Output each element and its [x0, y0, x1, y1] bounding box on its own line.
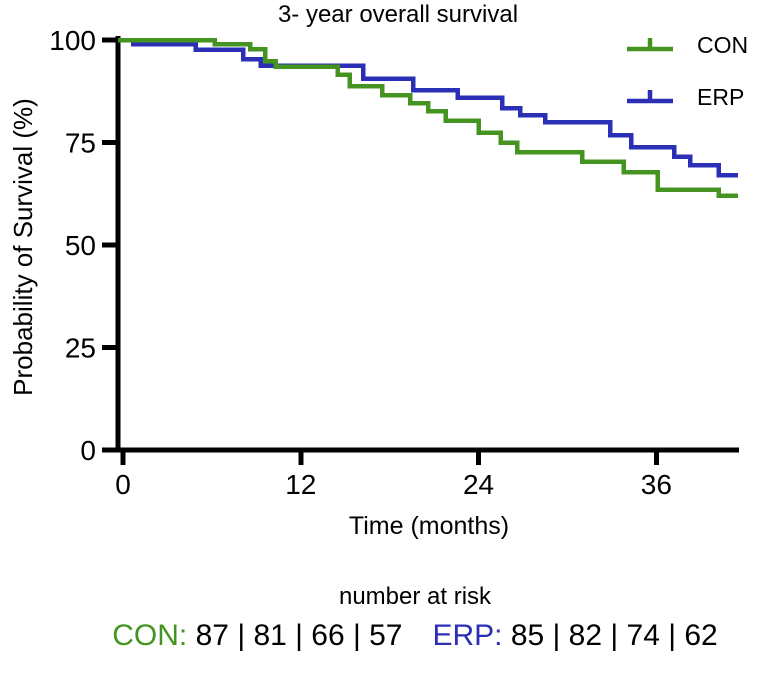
con-line-tick-icon	[627, 38, 673, 52]
chart-title: 3- year overall survival	[277, 1, 519, 28]
risk-table-heading: number at risk	[338, 583, 492, 610]
erp-survival-curve	[118, 37, 738, 178]
risk-group-erp: ERP: 85 | 82 | 74 | 62	[432, 619, 717, 652]
risk-table-row: CON: 87 | 81 | 66 | 57 ERP: 85 | 82 | 74 …	[95, 619, 735, 653]
risk-values: 85 | 82 | 74 | 62	[510, 619, 718, 652]
con-survival-curve	[118, 37, 738, 199]
legend-item-con: CON	[627, 26, 748, 64]
risk-label: CON:	[112, 619, 196, 652]
y-tick-label: 0	[80, 435, 96, 466]
y-tick-label: 100	[49, 25, 96, 56]
y-tick-label: 75	[65, 128, 96, 159]
x-tick-label: 36	[641, 469, 672, 500]
survival-plot-canvas: 0 25 50 75 100 0 12 24 36	[49, 25, 739, 500]
risk-group-con: CON: 87 | 81 | 66 | 57	[112, 619, 402, 652]
y-tick-label: 50	[65, 230, 96, 261]
y-tick-label: 25	[65, 333, 96, 364]
x-tick-label: 0	[115, 469, 131, 500]
legend: CON ERP	[627, 26, 748, 116]
x-axis-label: Time (months)	[348, 512, 510, 540]
risk-label: ERP:	[432, 619, 511, 652]
x-tick-label: 24	[463, 469, 494, 500]
erp-line-tick-icon	[627, 90, 673, 104]
number-at-risk-table: number at risk CON: 87 | 81 | 66 | 57 ERP…	[95, 583, 735, 653]
legend-label-con: CON	[697, 31, 749, 58]
risk-values: 87 | 81 | 66 | 57	[195, 619, 403, 652]
x-tick-label: 12	[285, 469, 316, 500]
legend-item-erp: ERP	[627, 78, 748, 116]
legend-label-erp: ERP	[697, 83, 745, 110]
